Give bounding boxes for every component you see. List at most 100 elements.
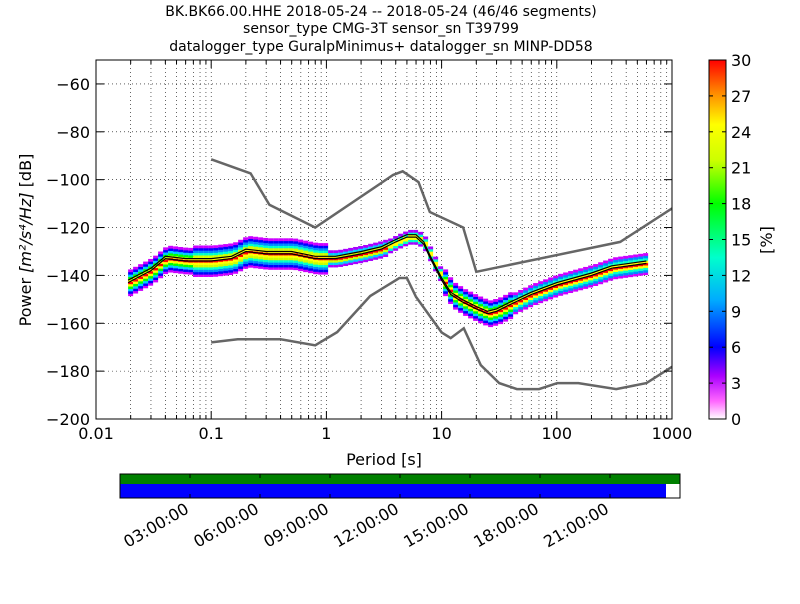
psd-cell bbox=[208, 247, 214, 251]
psd-cell bbox=[313, 245, 319, 248]
psd-cell bbox=[178, 246, 184, 250]
psd-cell bbox=[478, 303, 484, 307]
psd-cell bbox=[453, 304, 459, 308]
psd-cell bbox=[493, 303, 499, 307]
psd-cell bbox=[558, 278, 564, 282]
psd-cell bbox=[578, 273, 584, 276]
psd-cell bbox=[383, 239, 389, 243]
psd-cell bbox=[258, 258, 264, 262]
psd-cell bbox=[158, 256, 164, 260]
psd-cell bbox=[438, 268, 444, 272]
psd-cell bbox=[133, 276, 139, 280]
psd-cell bbox=[493, 320, 499, 324]
psd-cell bbox=[353, 249, 359, 253]
psd-cell bbox=[143, 280, 149, 284]
psd-cell bbox=[283, 238, 289, 242]
psd-cell bbox=[528, 290, 534, 293]
psd-cell bbox=[218, 254, 224, 258]
psd-cell bbox=[498, 314, 504, 317]
psd-cell bbox=[268, 245, 274, 249]
psd-cell bbox=[143, 263, 149, 267]
psd-cell bbox=[453, 299, 459, 303]
psd-cell bbox=[318, 267, 324, 270]
psd-cell bbox=[588, 284, 594, 288]
psd-cell bbox=[533, 295, 539, 298]
psd-cell bbox=[378, 243, 384, 247]
psd-cell bbox=[183, 247, 189, 251]
psd-cell bbox=[233, 256, 239, 260]
psd-cell bbox=[473, 306, 479, 309]
y-axis: −60 −80 −100 −120 −140 −160 −180 −200 bbox=[46, 75, 672, 429]
psd-cell bbox=[603, 272, 609, 276]
psd-cell bbox=[378, 246, 384, 250]
psd-cell bbox=[378, 241, 384, 245]
psd-cell bbox=[533, 297, 539, 301]
psd-cell bbox=[498, 309, 504, 313]
psd-cell bbox=[153, 267, 159, 271]
psd-cell bbox=[388, 245, 394, 249]
psd-cell bbox=[623, 260, 629, 264]
psd-cell bbox=[203, 264, 209, 268]
psd-cell bbox=[238, 239, 244, 243]
psd-cell bbox=[418, 231, 424, 235]
psd-cell bbox=[573, 272, 579, 275]
psd-cell bbox=[448, 298, 454, 302]
psd-cell bbox=[373, 242, 379, 246]
psd-cell bbox=[153, 279, 159, 283]
psd-cell bbox=[518, 304, 524, 308]
psd-cell bbox=[143, 283, 149, 286]
psd-cell bbox=[573, 276, 579, 280]
psd-cell bbox=[328, 252, 334, 256]
psd-cell bbox=[618, 270, 624, 274]
plot-frame bbox=[95, 59, 673, 420]
psd-cell bbox=[248, 236, 254, 239]
psd-cell bbox=[458, 293, 464, 297]
psd-cell bbox=[533, 299, 539, 303]
psd-cell bbox=[238, 246, 244, 250]
psd-cell bbox=[253, 258, 259, 262]
psd-cell bbox=[583, 278, 589, 282]
psd-cell bbox=[548, 282, 554, 286]
psd-cell bbox=[503, 306, 509, 310]
psd-cell bbox=[278, 267, 284, 270]
psd-cell bbox=[618, 261, 624, 265]
psd-cell bbox=[303, 269, 309, 273]
psd-cell bbox=[298, 268, 304, 272]
psd-cell bbox=[543, 279, 549, 283]
psd-cell bbox=[223, 263, 229, 267]
psd-cell bbox=[638, 258, 644, 262]
psd-cell bbox=[538, 288, 544, 292]
psd-cell bbox=[193, 271, 199, 275]
psd-cell bbox=[358, 253, 364, 257]
psd-cell bbox=[558, 283, 564, 287]
psd-cell bbox=[458, 295, 464, 299]
psd-cell bbox=[313, 247, 319, 251]
psd-cell bbox=[248, 264, 254, 268]
psd-cell bbox=[483, 308, 489, 312]
psd-cell bbox=[608, 261, 614, 264]
psd-cell bbox=[538, 300, 544, 304]
psd-cell bbox=[463, 303, 469, 307]
psd-cell bbox=[553, 292, 559, 296]
psd-cell bbox=[513, 299, 519, 303]
psd-cell bbox=[198, 267, 204, 270]
psd-cell bbox=[198, 245, 204, 249]
psd-cell bbox=[198, 250, 204, 254]
psd-cell bbox=[533, 302, 539, 306]
psd-cell bbox=[393, 243, 399, 247]
psd-cell bbox=[623, 255, 629, 259]
psd-cell bbox=[128, 269, 134, 273]
psd-cell bbox=[498, 299, 504, 303]
psd-cell bbox=[243, 242, 249, 245]
psd-cell bbox=[128, 286, 134, 289]
psd-cell bbox=[588, 272, 594, 276]
psd-cell bbox=[193, 247, 199, 251]
psd-cell bbox=[308, 251, 314, 255]
psd-cell bbox=[253, 263, 259, 266]
psd-cell bbox=[193, 245, 199, 249]
psd-cell bbox=[558, 288, 564, 291]
psd-cell bbox=[273, 243, 279, 246]
psd-cell bbox=[538, 283, 544, 287]
psd-cell bbox=[183, 252, 189, 256]
